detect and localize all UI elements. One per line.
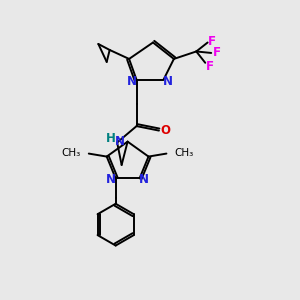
Text: N: N [127,75,137,88]
Text: N: N [139,173,149,186]
Text: H: H [106,133,116,146]
Text: N: N [115,134,125,148]
Text: N: N [163,75,173,88]
Text: N: N [106,173,116,186]
Text: CH₃: CH₃ [175,148,194,158]
Text: F: F [206,60,214,73]
Text: O: O [160,124,170,137]
Text: F: F [213,46,221,59]
Text: CH₃: CH₃ [61,148,80,158]
Text: F: F [208,34,216,47]
